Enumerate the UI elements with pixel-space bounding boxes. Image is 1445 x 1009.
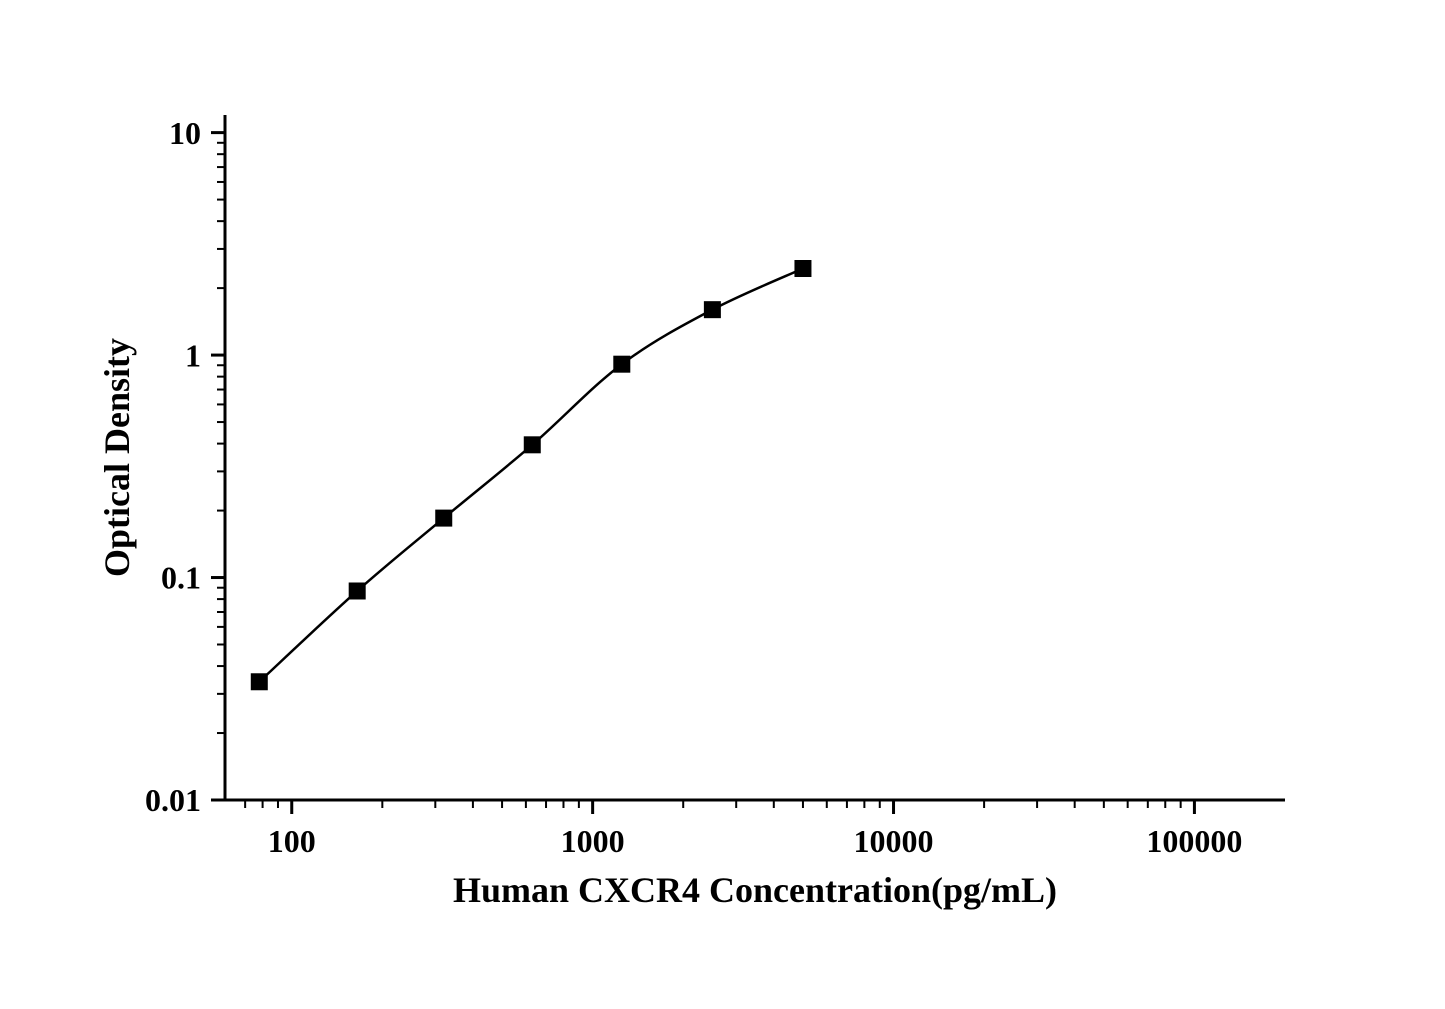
- data-marker: [795, 261, 811, 277]
- data-marker: [524, 437, 540, 453]
- data-marker: [704, 302, 720, 318]
- data-marker: [349, 583, 365, 599]
- y-tick-label: 0.1: [161, 560, 201, 596]
- data-marker: [251, 674, 267, 690]
- x-tick-label: 1000: [561, 823, 625, 859]
- y-axis-label: Optical Density: [97, 338, 137, 577]
- x-tick-label: 100000: [1146, 823, 1242, 859]
- y-tick-label: 1: [185, 337, 201, 373]
- x-tick-label: 10000: [854, 823, 934, 859]
- data-marker: [614, 356, 630, 372]
- x-tick-label: 100: [268, 823, 316, 859]
- standard-curve-chart: 100 1000 10000 100000 0.01 0.1 1 10 Human CXCR4 …: [0, 0, 1445, 1009]
- x-axis-label: Human CXCR4 Concentration(pg/mL): [453, 870, 1057, 910]
- y-tick-label: 0.01: [145, 782, 201, 818]
- data-marker: [436, 510, 452, 526]
- y-tick-label: 10: [169, 115, 201, 151]
- chart-container: 100 1000 10000 100000 0.01 0.1 1 10 Human CXCR4 …: [0, 0, 1445, 1009]
